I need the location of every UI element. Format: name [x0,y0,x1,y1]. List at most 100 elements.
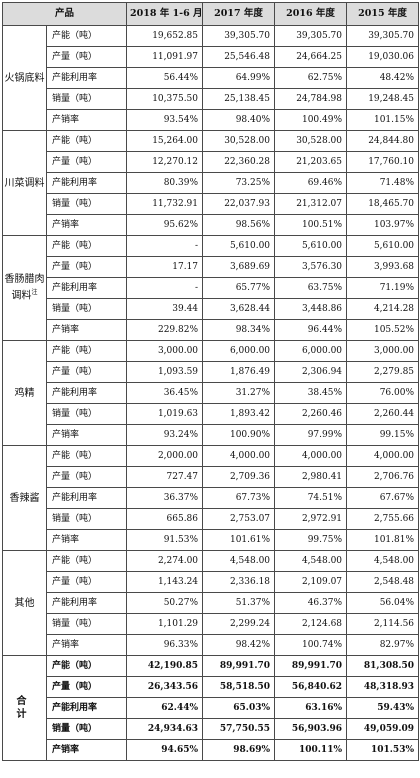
value-2018h1: 3,000.00 [126,340,204,362]
value-2017: 98.42% [202,634,276,656]
metric-label: 产量（吨） [45,676,128,698]
category-name: 火锅底料 [4,72,45,84]
value-2017: 25,546.48 [202,46,276,68]
footnote-marker: 注 [31,289,38,297]
table-row: 产能利用率 36.37% 67.73% 74.51% 67.67% [3,487,420,509]
value-2016: 89,991.70 [274,655,348,677]
table-row: 香辣酱 产能（吨） 2,000.00 4,000.00 4,000.00 4,000.00 [2,445,420,551]
value-2015: 71.19% [346,277,420,299]
value-2015: 71.48% [346,172,420,194]
value-2015: 4,548.00 [346,550,420,572]
value-2018h1: 2,000.00 [126,445,204,467]
value-2018h1: 26,343.56 [126,676,204,698]
value-2016: 38.45% [274,382,348,404]
value-2015: 81,308.50 [346,655,420,677]
table-row: 产能利用率 80.39% 73.25% 69.46% 71.48% [3,172,420,194]
value-2016: 96.44% [274,319,348,341]
value-2017: 22,360.28 [202,151,276,173]
value-2017: 25,138.45 [202,88,276,110]
table-row: 产量（吨） 12,270.12 22,360.28 21,203.65 17,760.1… [3,151,420,173]
metric-label: 产销率 [45,739,128,761]
table-row: 销量（吨） 11,732.91 22,037.93 21,312.07 18,465.7… [3,193,420,215]
table-row: 产销率 91.53% 101.61% 99.75% 101.81% [3,529,420,551]
value-2016: 21,312.07 [274,193,348,215]
category-name: 川菜调料 [4,177,45,189]
value-2016: 30,528.00 [274,130,348,152]
table-row: 产量（吨） 727.47 2,709.36 2,980.41 2,706.76 [3,466,420,488]
value-2015: 99.15% [346,424,420,446]
value-2018h1: 2,274.00 [126,550,204,572]
table-row: 销量（吨） 24,934.63 57,750.55 56,903.96 49,059.0… [3,718,420,740]
value-2017: 22,037.93 [202,193,276,215]
metric-label: 产能（吨） [45,445,128,467]
table-row: 产量（吨） 11,091.97 25,546.48 24,664.25 19,030.0… [3,46,420,68]
value-2015: 2,279.85 [346,361,420,383]
value-2015: 4,214.28 [346,298,420,320]
value-2015: 2,114.56 [346,613,420,635]
value-2018h1: 727.47 [126,466,204,488]
value-2015: 82.97% [346,634,420,656]
value-2018h1: 24,934.63 [126,718,204,740]
value-2016: 100.11% [274,739,348,761]
value-2015: 2,548.48 [346,571,420,593]
table-row: 产能利用率 62.44% 65.03% 63.16% 59.43% [3,697,420,719]
value-2015: 24,844.80 [346,130,420,152]
value-2016: 99.75% [274,529,348,551]
value-2017: 1,876.49 [202,361,276,383]
value-2017: 2,299.24 [202,613,276,635]
value-2017: 98.69% [202,739,276,761]
value-2017: 98.40% [202,109,276,131]
value-2017: 65.77% [202,277,276,299]
header-2018h1: 2018 年 1-6 月 [126,2,204,26]
value-2016: 5,610.00 [274,235,348,257]
value-2018h1: 10,375.50 [126,88,204,110]
table-row: 产销率 94.65% 98.69% 100.11% 101.53% [3,739,420,761]
header-product: 产品 [1,2,128,26]
value-2015: 2,260.44 [346,403,420,425]
metric-label: 产量（吨） [45,466,128,488]
value-2015: 103.97% [346,214,420,236]
table-row: 产销率 95.62% 98.56% 100.51% 103.97% [3,214,420,236]
value-2016: 2,972.91 [274,508,348,530]
value-2018h1: 11,732.91 [126,193,204,215]
category-name: 其他 [14,597,35,609]
metric-label: 产量（吨） [45,151,128,173]
table-row: 其他 产能（吨） 2,274.00 4,548.00 4,548.00 4,548.00 [2,550,420,656]
value-2018h1: 12,270.12 [126,151,204,173]
value-2016: 4,000.00 [274,445,348,467]
metric-label: 产能（吨） [45,655,128,677]
table-row: 销量（吨） 10,375.50 25,138.45 24,784.98 19,248.4… [3,88,420,110]
table-row: 产能利用率 36.45% 31.27% 38.45% 76.00% [3,382,420,404]
metric-label: 产销率 [45,529,128,551]
value-2017: 100.90% [202,424,276,446]
value-2018h1: - [126,277,204,299]
value-2018h1: 15,264.00 [126,130,204,152]
metric-label: 产量（吨） [45,256,128,278]
metric-label: 产量（吨） [45,361,128,383]
table-row: 川菜调料 产能（吨） 15,264.00 30,528.00 30,528.00 24,8… [2,130,420,236]
metric-label: 产能（吨） [45,550,128,572]
table-row: 销量（吨） 39.44 3,628.44 3,448.86 4,214.28 [3,298,420,320]
value-2015: 101.53% [346,739,420,761]
value-2016: 97.99% [274,424,348,446]
value-2018h1: 1,101.29 [126,613,204,635]
metric-label: 产销率 [45,109,128,131]
value-2016: 4,548.00 [274,550,348,572]
value-2018h1: 11,091.97 [126,46,204,68]
table-row: 产能利用率 56.44% 64.99% 62.75% 48.42% [3,67,420,89]
value-2015: 39,305.70 [346,25,420,47]
value-2018h1: 39.44 [126,298,204,320]
value-2018h1: 91.53% [126,529,204,551]
value-2015: 3,000.00 [346,340,420,362]
value-2017: 39,305.70 [202,25,276,47]
value-2018h1: 56.44% [126,67,204,89]
value-2017: 73.25% [202,172,276,194]
table-row: 销量（吨） 665.86 2,753.07 2,972.91 2,755.66 [3,508,420,530]
table-row: 销量（吨） 1,019.63 1,893.42 2,260.46 2,260.44 [3,403,420,425]
metric-label: 产能（吨） [45,25,128,47]
table-row: 合 计产能（吨） 42,190.85 89,991.70 89,991.70 81,30… [2,655,420,761]
value-2017: 1,893.42 [202,403,276,425]
metric-label: 销量（吨） [45,88,128,110]
value-2018h1: 1,143.24 [126,571,204,593]
value-2018h1: 93.24% [126,424,204,446]
